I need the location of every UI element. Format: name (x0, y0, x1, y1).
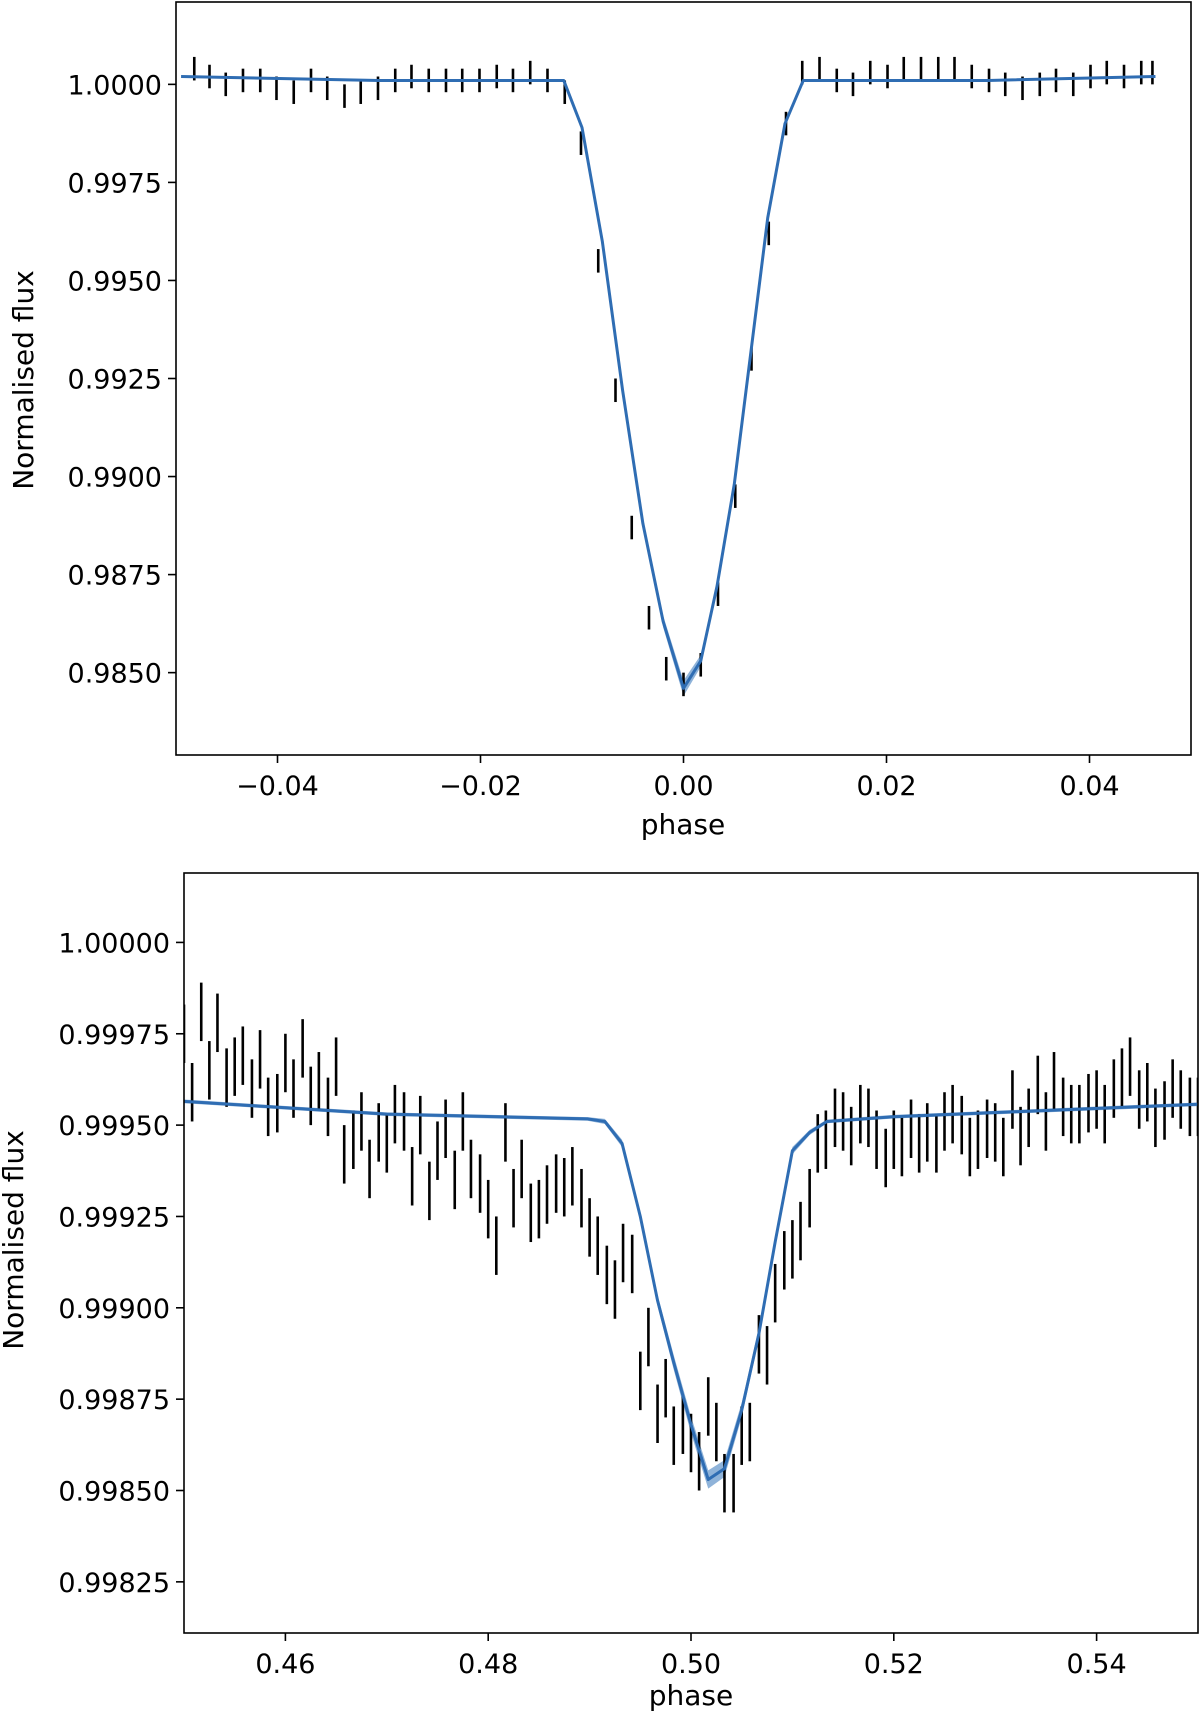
plot-frame (175, 1, 1192, 756)
y-tick-label: 0.99950 (58, 1111, 170, 1142)
y-tick-label: 1.0000 (68, 70, 162, 101)
x-tick-label: 0.46 (255, 1649, 315, 1680)
y-axis-label: Normalised flux (0, 1130, 30, 1350)
x-tick-label: 0.52 (864, 1649, 924, 1680)
plot-frame (183, 872, 1199, 1634)
y-tick-label: 0.9975 (68, 168, 162, 199)
x-tick-label: 0.00 (653, 771, 713, 802)
x-tick-label: 0.04 (1059, 771, 1119, 802)
x-tick-label: −0.02 (439, 771, 522, 802)
x-tick-label: 0.02 (856, 771, 916, 802)
y-tick-label: 0.99975 (58, 1020, 170, 1051)
chart-panel-secondary-eclipse: phase Normalised flux 0.46 0.48 0.50 0.52 0.… (0, 872, 1199, 1712)
y-tick-label: 0.9925 (68, 365, 162, 396)
y-tick-label: 0.99825 (58, 1568, 170, 1599)
y-tick-label: 0.9950 (68, 266, 162, 297)
x-tick-label: 0.50 (661, 1649, 721, 1680)
y-tick-label: 0.99900 (58, 1294, 170, 1325)
y-tick-label: 0.99875 (58, 1385, 170, 1416)
model-line (184, 1099, 1198, 1482)
y-tick-label: 1.00000 (58, 928, 170, 959)
y-tick-label: 0.9900 (68, 463, 162, 494)
x-tick-label: −0.04 (236, 771, 319, 802)
model-confidence-band (181, 76, 1156, 697)
x-tick-label: 0.54 (1067, 1649, 1127, 1680)
y-tick-label: 0.9850 (68, 659, 162, 690)
plot-area (184, 982, 1198, 1513)
x-axis-label: phase (649, 1679, 734, 1712)
y-axis-label: Normalised flux (7, 270, 40, 490)
y-tick-label: 0.99925 (58, 1202, 170, 1233)
chart-panel-primary-eclipse: phase Normalised flux −0.04 −0.02 0.00 0.02… (7, 1, 1192, 841)
y-tick-label: 0.9875 (68, 561, 162, 592)
model-line (181, 75, 1156, 690)
x-tick-label: 0.48 (458, 1649, 518, 1680)
plot-area (181, 56, 1156, 697)
x-axis-label: phase (641, 808, 726, 841)
y-tick-label: 0.99850 (58, 1477, 170, 1508)
